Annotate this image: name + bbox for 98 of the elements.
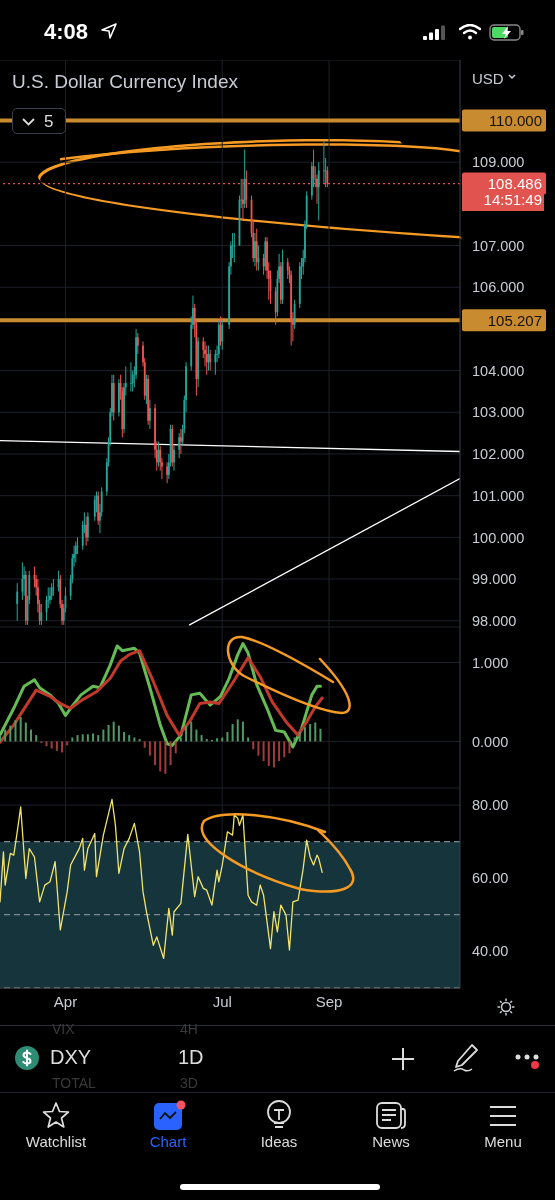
bar [283, 741, 286, 758]
y-tick-label: 80.00 [472, 797, 509, 814]
bar [55, 741, 58, 751]
y-tick-label: 101.000 [472, 487, 525, 504]
text: 4:08 [44, 19, 89, 45]
x-tick-label: Apr [53, 992, 78, 1010]
bar [71, 737, 74, 742]
y-tick-label: 106.000 [472, 279, 525, 296]
y-tick-label: 0.000 [472, 733, 509, 750]
bar [267, 741, 270, 766]
candlestick [16, 582, 19, 622]
bar [86, 734, 89, 742]
y-axis-title: USD [472, 70, 504, 87]
bar [319, 728, 322, 742]
text: TOTAL [52, 1075, 96, 1091]
y-tick-label: 99.000 [472, 571, 517, 588]
bar [61, 741, 64, 753]
text: U.S. Dollar Currency Index [12, 71, 238, 93]
bar [14, 720, 17, 742]
bar [169, 741, 172, 766]
bar [298, 731, 301, 742]
text: News [371, 1133, 411, 1150]
bar [76, 735, 79, 742]
bar [247, 737, 250, 742]
bar [216, 738, 219, 742]
bar [107, 724, 110, 742]
bar [262, 741, 265, 762]
bar [81, 734, 84, 742]
bar [159, 741, 162, 772]
bar [241, 721, 244, 742]
bar [4, 729, 7, 742]
bar [164, 741, 167, 774]
bar [9, 725, 12, 742]
x-tick-label: Sep [315, 992, 343, 1010]
text: VIX [52, 1021, 75, 1037]
text: 14:51:49 [462, 191, 544, 211]
text: DXY [50, 1046, 92, 1069]
annotation: 5 [44, 112, 54, 132]
bar [293, 737, 296, 742]
bar [314, 722, 317, 742]
text: Ideas [259, 1133, 299, 1150]
bar [200, 735, 203, 742]
bar [112, 721, 115, 742]
candlestick [317, 161, 320, 222]
line-series [0, 798, 323, 960]
bar [24, 722, 27, 742]
text: 4H [180, 1021, 198, 1037]
bar [50, 741, 53, 749]
bar [257, 741, 260, 756]
y-tick-label: 100.000 [472, 529, 525, 546]
ref-line-label: 110.000 [488, 111, 542, 129]
y-tick-label: 102.000 [472, 446, 525, 463]
bar [102, 729, 105, 742]
bar [19, 716, 22, 742]
bar [221, 737, 224, 742]
candlestick [21, 561, 24, 601]
bar [174, 741, 177, 754]
text: Watchlist [24, 1133, 88, 1150]
bar [154, 741, 157, 766]
bar [185, 725, 188, 742]
bar [195, 729, 198, 742]
bar [190, 721, 193, 742]
bar [179, 737, 182, 742]
bar [143, 741, 146, 748]
bar [236, 719, 239, 742]
bar [231, 724, 234, 742]
ref-line-label: 105.207 [487, 311, 542, 329]
candlestick [86, 511, 89, 543]
y-tick-label: 107.000 [472, 237, 525, 254]
bar [123, 731, 126, 742]
text: Menu [483, 1133, 523, 1150]
bar [252, 741, 255, 750]
ref-line-label: 108.486 [487, 175, 542, 193]
y-tick-label: 98.000 [472, 612, 517, 629]
y-tick-label: 1.000 [472, 654, 509, 671]
bar [272, 741, 275, 768]
y-tick-label: 103.000 [472, 404, 525, 421]
bar [45, 741, 48, 747]
y-tick-label: 60.00 [472, 870, 509, 887]
y-tick-label: 109.000 [472, 154, 525, 171]
text: Chart [148, 1133, 188, 1150]
bar [288, 741, 291, 754]
y-tick-label: 40.00 [472, 943, 509, 960]
bar [309, 724, 312, 742]
text: 3D [180, 1075, 198, 1091]
bar [97, 735, 100, 742]
bar [148, 741, 151, 756]
bar [278, 741, 281, 762]
bar [35, 735, 38, 742]
bar [128, 735, 131, 742]
bar [117, 725, 120, 742]
x-tick-label: Jul [212, 992, 232, 1010]
text: 1D [178, 1046, 204, 1069]
bar [66, 741, 69, 746]
bar [226, 731, 229, 742]
bar [303, 727, 306, 742]
bar [133, 737, 136, 742]
y-tick-label: 104.000 [472, 362, 525, 379]
